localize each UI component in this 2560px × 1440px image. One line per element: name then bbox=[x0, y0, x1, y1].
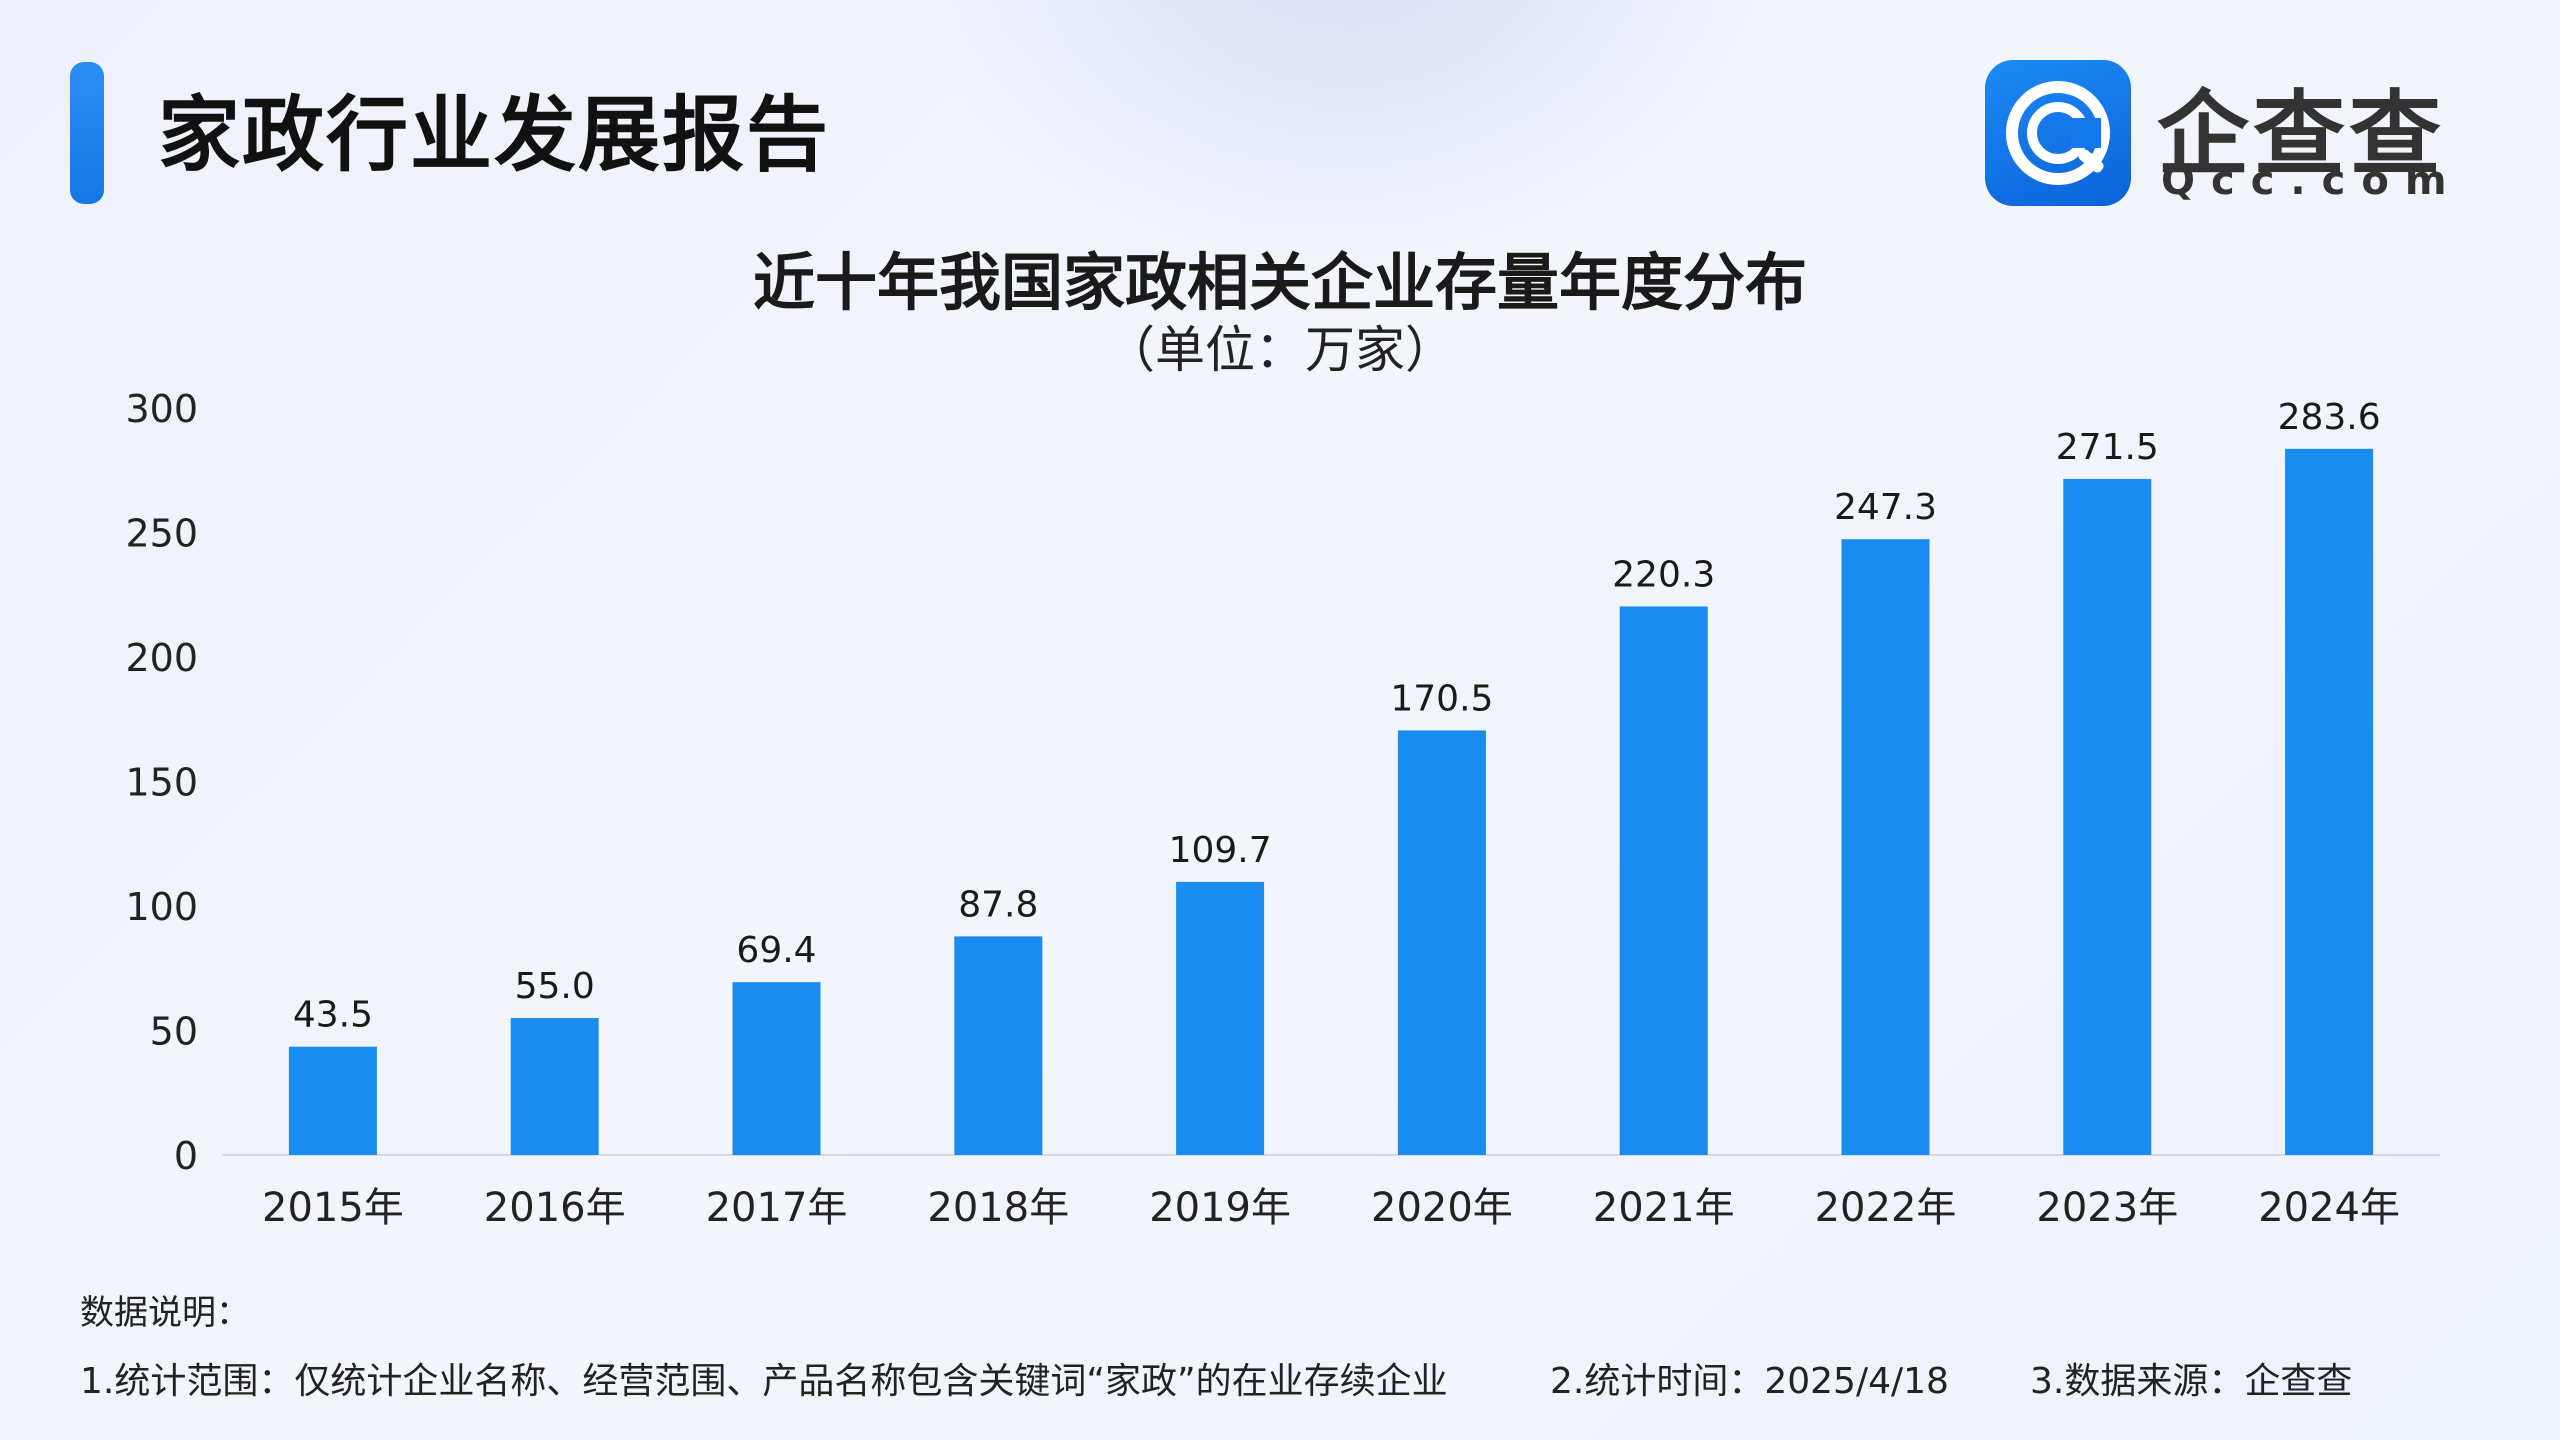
bar bbox=[510, 1018, 599, 1155]
x-tick-label: 2017年 bbox=[706, 1185, 848, 1231]
y-tick-label: 200 bbox=[125, 636, 198, 680]
bar bbox=[2285, 448, 2374, 1155]
qcc-logo: 企查查 Qcc.com bbox=[1985, 58, 2505, 208]
bar-value-label: 55.0 bbox=[515, 966, 595, 1007]
bar-value-label: 247.3 bbox=[1834, 487, 1937, 528]
x-tick-label: 2023年 bbox=[2036, 1185, 2178, 1231]
y-tick-label: 100 bbox=[125, 885, 198, 929]
bar bbox=[2063, 478, 2152, 1156]
bar-value-label: 220.3 bbox=[1612, 554, 1715, 595]
qcc-logo-icon bbox=[1985, 60, 2131, 206]
x-tick-label: 2022年 bbox=[1815, 1185, 1957, 1231]
y-tick-label: 0 bbox=[174, 1134, 198, 1178]
y-tick-label: 300 bbox=[125, 387, 198, 431]
y-tick-label: 50 bbox=[150, 1010, 198, 1054]
logo-name: 企查查 bbox=[2157, 81, 2446, 188]
note-date: 2.统计时间：2025/4/18 bbox=[1550, 1361, 1949, 1402]
x-tick-label: 2021年 bbox=[1593, 1185, 1735, 1231]
bar bbox=[1397, 730, 1486, 1155]
bar-value-label: 87.8 bbox=[958, 884, 1038, 925]
report-title: 家政行业发展报告 bbox=[158, 88, 831, 183]
bar-value-label: 283.6 bbox=[2278, 397, 2381, 438]
x-tick-label: 2024年 bbox=[2258, 1185, 2400, 1231]
logo-domain: Qcc.com bbox=[2161, 158, 2463, 204]
y-tick-label: 250 bbox=[125, 512, 198, 556]
x-tick-label: 2016年 bbox=[484, 1185, 626, 1231]
bar bbox=[732, 982, 821, 1155]
bar bbox=[1619, 606, 1708, 1155]
title-accent-bar bbox=[70, 62, 104, 204]
bar bbox=[1176, 881, 1265, 1155]
y-tick-label: 150 bbox=[125, 761, 198, 805]
notes-heading: 数据说明： bbox=[80, 1293, 250, 1333]
bar bbox=[288, 1046, 377, 1155]
chart-title: 近十年我国家政相关企业存量年度分布 bbox=[752, 246, 1807, 319]
bar-value-label: 109.7 bbox=[1169, 830, 1272, 871]
note-source: 3.数据来源：企查查 bbox=[2030, 1361, 2353, 1402]
x-tick-label: 2018年 bbox=[927, 1185, 1069, 1231]
bar bbox=[954, 936, 1043, 1155]
note-scope: 1.统计范围：仅统计企业名称、经营范围、产品名称包含关键词“家政”的在业存续企业 bbox=[80, 1361, 1448, 1402]
bar-value-label: 271.5 bbox=[2056, 427, 2159, 468]
bar-value-label: 69.4 bbox=[736, 930, 816, 971]
bar-value-label: 43.5 bbox=[293, 995, 373, 1036]
x-tick-label: 2015年 bbox=[262, 1185, 404, 1231]
bar-value-label: 170.5 bbox=[1390, 678, 1493, 719]
x-tick-label: 2019年 bbox=[1149, 1185, 1291, 1231]
chart-unit: （单位：万家） bbox=[1105, 321, 1455, 379]
bar bbox=[1841, 539, 1930, 1155]
x-tick-label: 2020年 bbox=[1371, 1185, 1513, 1231]
